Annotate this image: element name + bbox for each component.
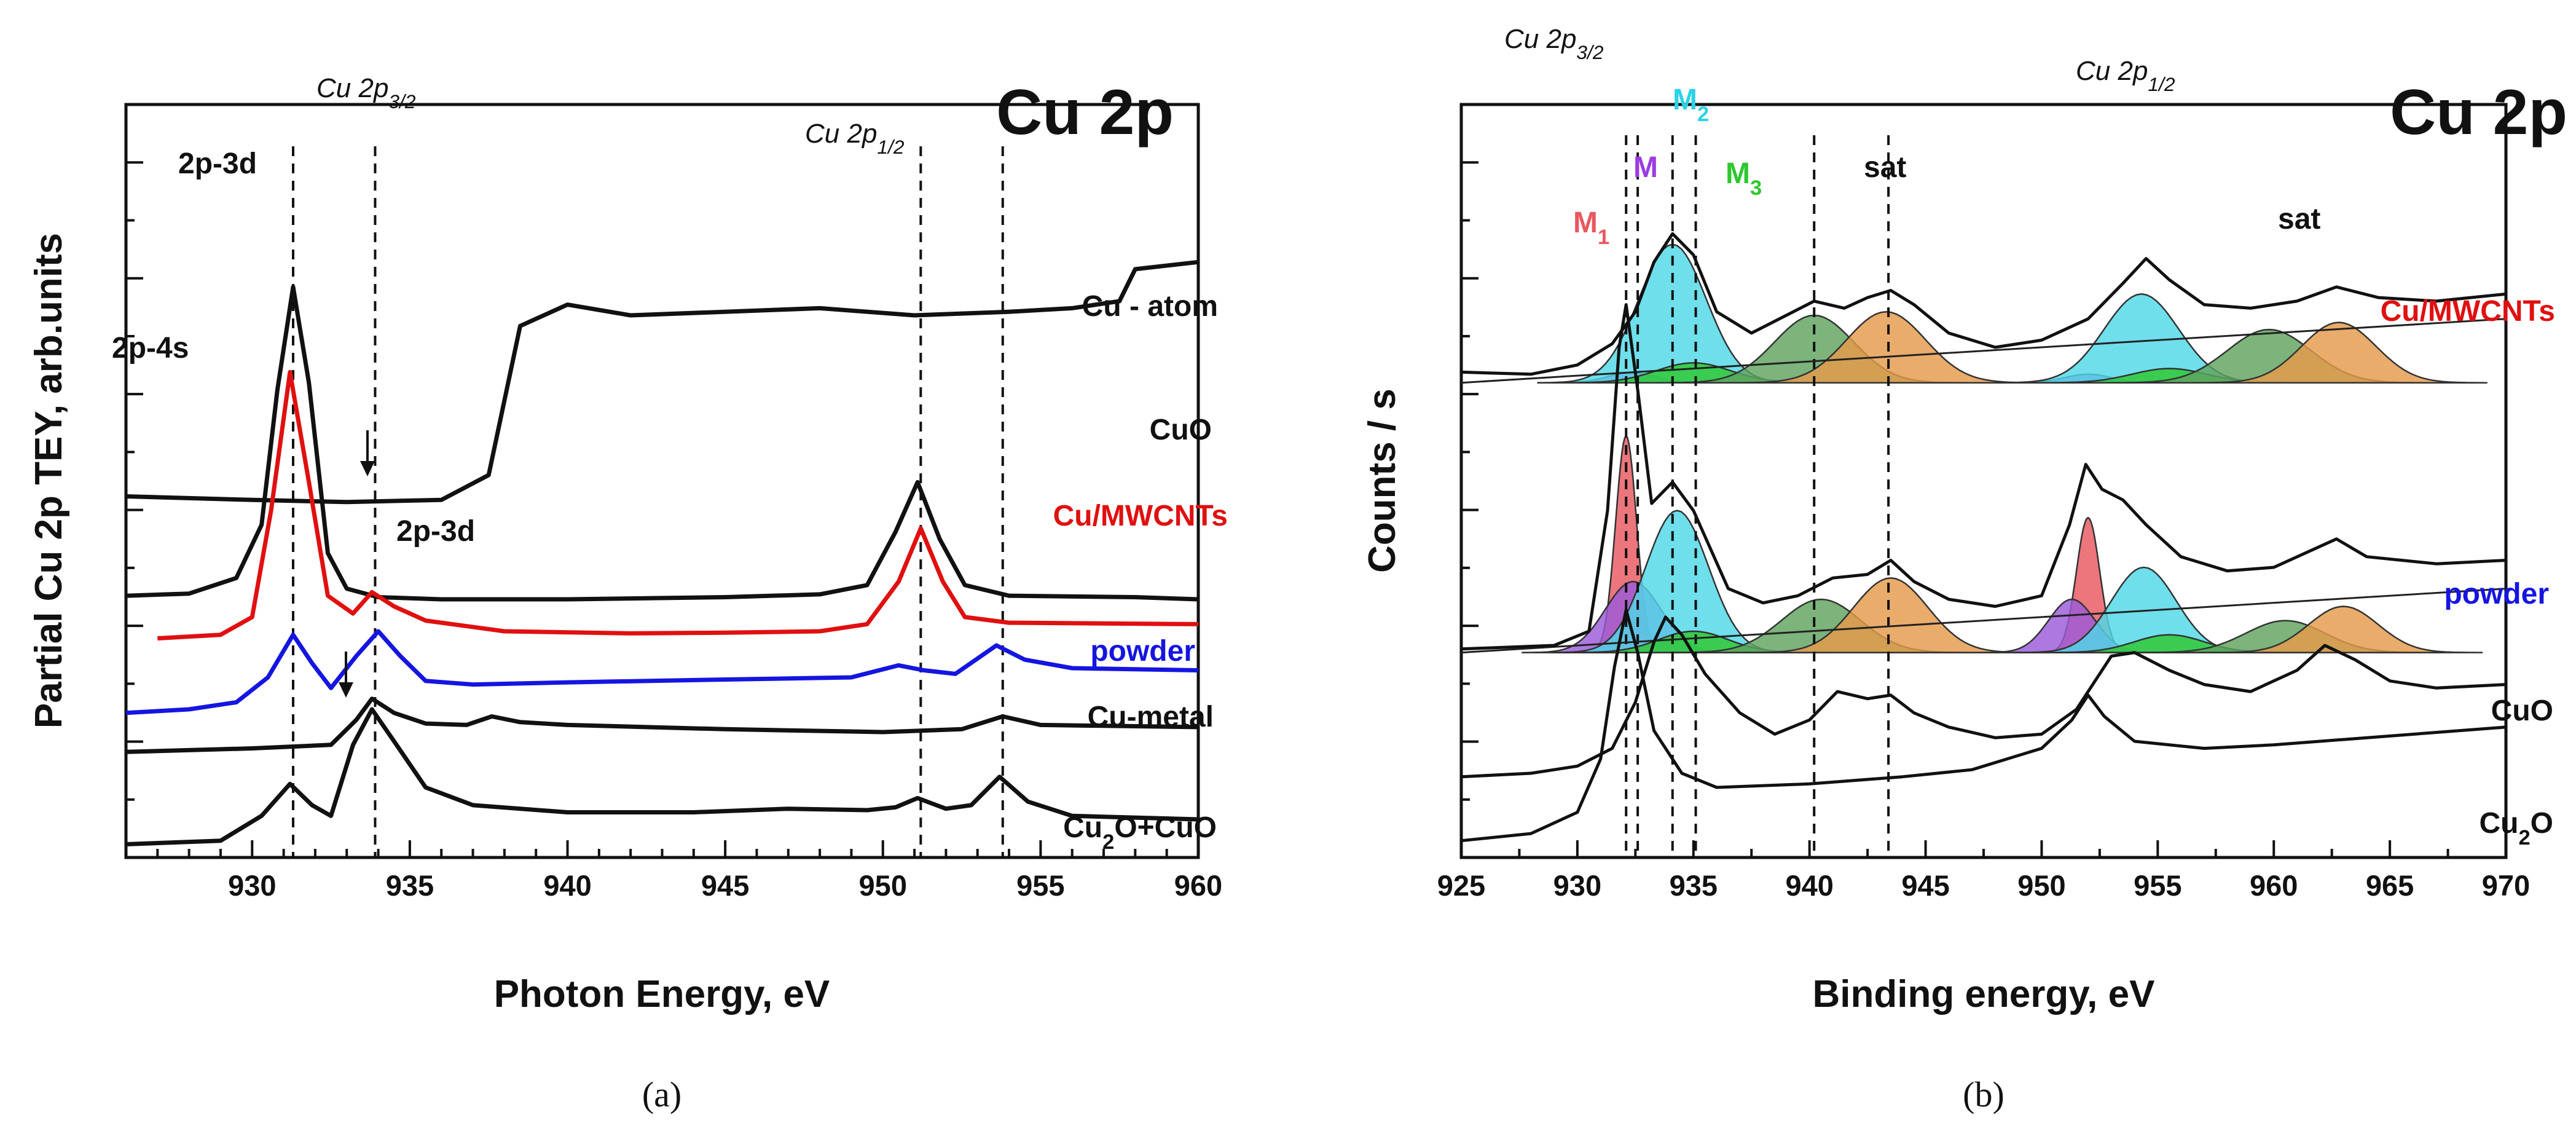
x-tick-label: 930 (228, 869, 276, 902)
panel-a-legend-powder: powder (1090, 635, 1195, 668)
fit-peak-sat (1742, 577, 2040, 653)
envelope-powder (1461, 303, 2507, 651)
x-tick-label: 940 (1785, 869, 1833, 902)
x-tick-label: 960 (2250, 869, 2298, 902)
panel-b-label-m3: M3 (1726, 157, 1762, 200)
x-tick-label: 965 (2366, 869, 2414, 902)
series-cu-atom (125, 259, 1199, 505)
panel-b-legend-powder: powder (2444, 578, 2549, 610)
x-tick-label: 925 (1437, 869, 1485, 902)
panel-b-label-sat-1: sat (1864, 151, 1906, 184)
x-tick-label: 970 (2482, 869, 2530, 902)
series-cu-mwcnts (157, 369, 1199, 640)
panel-b-ylabel: Counts / s (1361, 388, 1404, 573)
panel-a-vlines (292, 146, 1004, 857)
panel-b-frame (1459, 103, 2508, 859)
series-powder (125, 629, 1199, 715)
panel-b: 925 930 935 940 945 950 955 960 965 970 Binding e… (1361, 24, 2567, 1114)
panel-a-ylabel: Partial Cu 2p TEY, arb.units (28, 233, 70, 728)
x-tick-label: 945 (701, 869, 749, 902)
x-tick-label: 955 (1016, 869, 1064, 902)
panel-a-label-2p32: Cu 2p3/2 (316, 73, 416, 112)
panel-a-legend-metal: Cu-metal (1088, 701, 1214, 733)
series-cuo (1461, 615, 2507, 779)
panel-a-legend-cuo: CuO (1150, 414, 1212, 446)
panel-a-legend-atom: Cu - atom (1082, 290, 1218, 323)
arrow-icon (360, 430, 375, 476)
fit-peak-sat (2190, 321, 2488, 384)
panel-b-legend-cuo: CuO (2491, 695, 2553, 727)
x-tick-label: 935 (386, 869, 434, 902)
arrow-icon (339, 652, 353, 698)
x-tick-label: 960 (1174, 869, 1222, 902)
panel-b-title: Cu 2p (2390, 77, 2567, 148)
x-tick-label: 950 (859, 869, 907, 902)
panel-b-fit-peaks (1522, 243, 2488, 653)
envelope-cu-mwcnts (1461, 232, 2507, 376)
x-tick-label: 945 (1901, 869, 1949, 902)
x-tick-label: 950 (2017, 869, 2065, 902)
panel-b-label-sat-2: sat (2278, 203, 2320, 235)
panel-a-legend-mix: Cu2O+CuO (1063, 811, 1217, 854)
panel-a-title: Cu 2p (996, 77, 1174, 148)
series-cu2o (1461, 608, 2507, 843)
panel-b-label-2p12: Cu 2p1/2 (2076, 56, 2175, 95)
panel-b-legend-mwcnts: Cu/MWCNTs (2381, 295, 2555, 328)
series-cu2o-cuo (125, 707, 1199, 846)
x-tick-label: 955 (2134, 869, 2181, 902)
panel-a-label-2p12: Cu 2p1/2 (805, 119, 905, 158)
panel-a-label-2p3d-second: 2p-3d (396, 515, 475, 548)
panel-a-xlabel: Photon Energy, eV (494, 973, 830, 1015)
x-tick-label: 930 (1553, 869, 1601, 902)
panel-a-frame (124, 103, 1200, 859)
panel-a-legend-mwcnts: Cu/MWCNTs (1053, 500, 1228, 532)
x-tick-label: 935 (1670, 869, 1718, 902)
panel-b-xlabel: Binding energy, eV (1813, 973, 2155, 1015)
panel-a-ticks: 930 935 940 945 950 955 960 (125, 103, 1222, 902)
panel-b-label-m1: M1 (1573, 207, 1609, 249)
panel-a: 930 935 940 945 950 955 960 Photon Energy, eV … (28, 73, 1228, 1114)
panel-a-label-2p4s: 2p-4s (112, 332, 189, 365)
fit-peak-sat (2204, 605, 2483, 653)
panel-b-label-m2: M2 (1673, 84, 1709, 126)
panel-a-caption: (a) (642, 1074, 681, 1114)
series-cuo (125, 285, 1199, 602)
panel-a-label-2p3d: 2p-3d (178, 148, 257, 180)
panel-a-series (125, 259, 1199, 846)
series-cu-metal (125, 696, 1199, 754)
panel-a-peak-2p32: Cu 2p3/2 (316, 73, 416, 112)
panel-b-ticks: 925 930 935 940 945 950 955 960 965 970 (1437, 103, 2530, 902)
panel-b-label-m: M (1633, 151, 1658, 184)
panel-b-label-2p32: Cu 2p3/2 (1504, 24, 1604, 63)
panel-b-legend-cu2o: Cu2O (2479, 807, 2553, 849)
x-tick-label: 940 (543, 869, 591, 902)
panel-b-caption: (b) (1963, 1074, 2005, 1114)
panel-b-series (1461, 232, 2507, 843)
